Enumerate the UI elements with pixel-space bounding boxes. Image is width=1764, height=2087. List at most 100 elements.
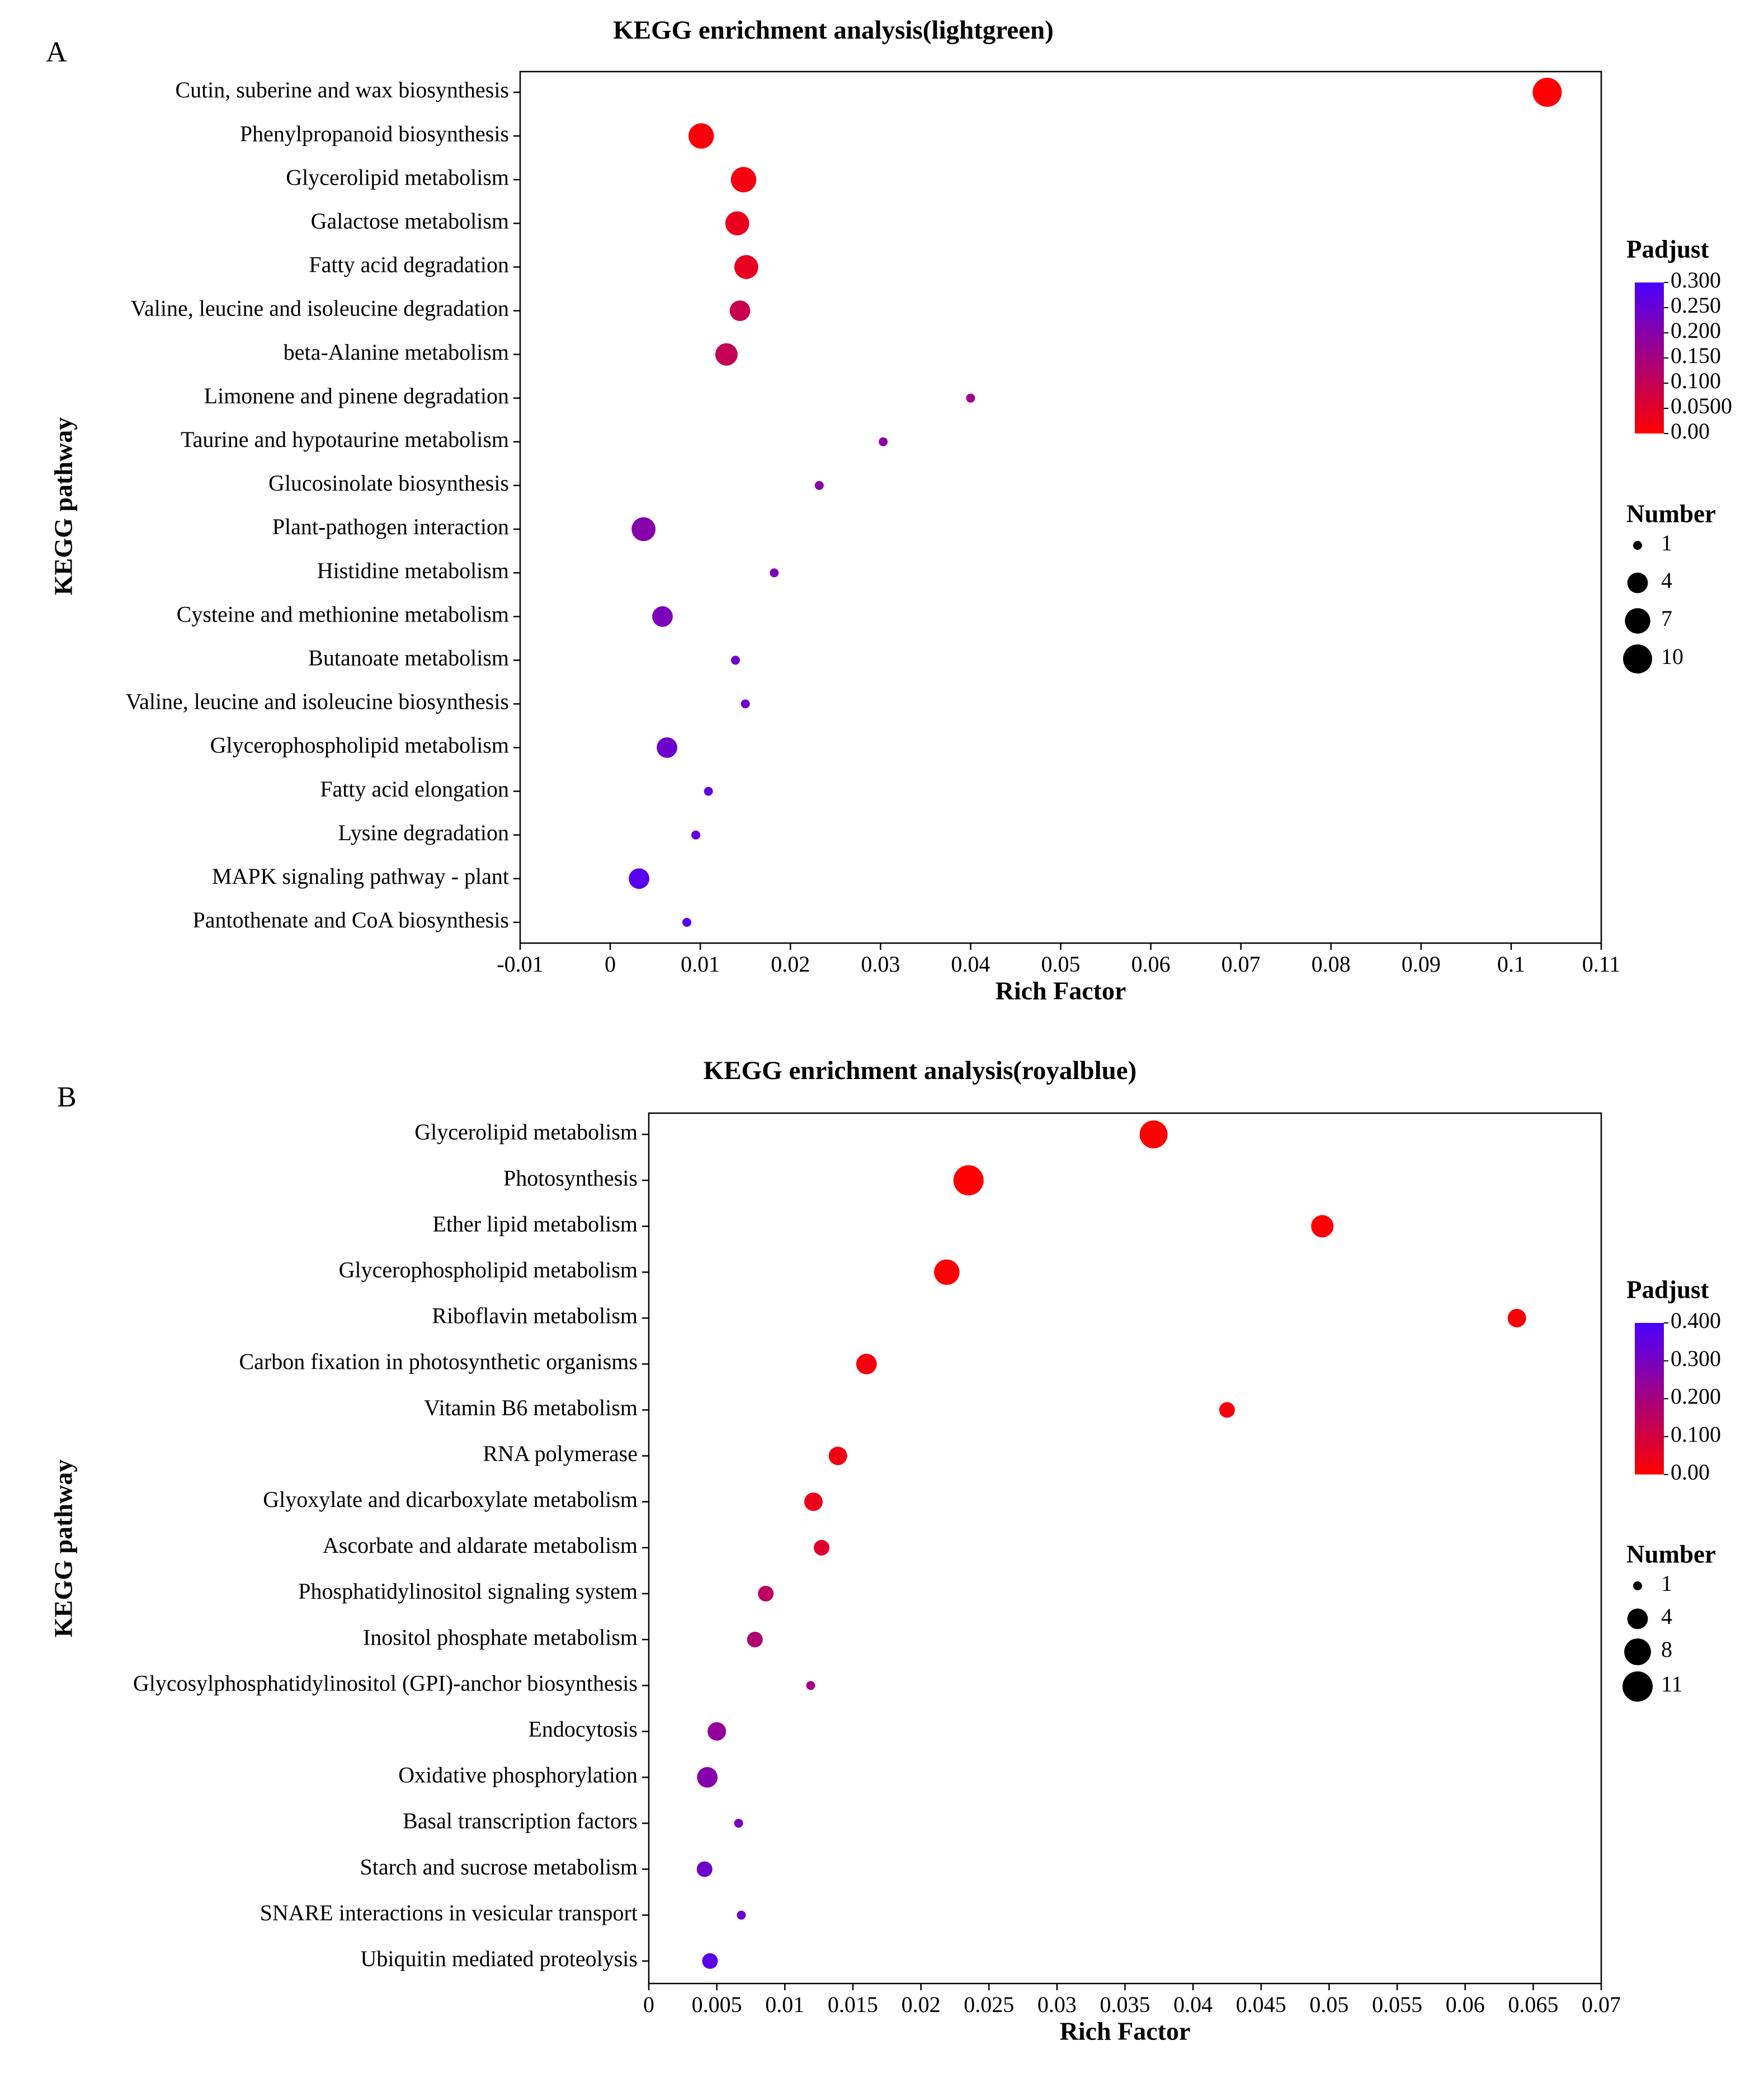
panel-a-data-point <box>814 480 824 490</box>
panel-a-ytick-label: Phenylpropanoid biosynthesis <box>240 121 509 146</box>
panel-b-size-legend-dot <box>1624 1638 1651 1665</box>
panel-b-xtick-label: 0 <box>643 1992 654 2017</box>
panel-a-ytick-label: MAPK signaling pathway - plant <box>212 864 509 889</box>
panel-b-xtick-label: 0.07 <box>1582 1992 1621 2017</box>
panel-b-colorbar-label: 0.100 <box>1671 1421 1721 1447</box>
panel-a-data-point <box>631 517 656 541</box>
panel-b-ytick-label: RNA polymerase <box>483 1441 638 1466</box>
panel-a-title: KEGG enrichment analysis(lightgreen) <box>613 16 1054 45</box>
panel-a-xtick-label: 0.05 <box>1041 951 1081 977</box>
panel-b-colorbar-label: 0.00 <box>1671 1459 1710 1485</box>
panel-a-padjust-legend-title: Padjust <box>1626 235 1709 263</box>
panel-b-plot-frame <box>648 1112 1602 1985</box>
panel-a-xtick-label: 0.1 <box>1497 951 1525 977</box>
panel-b-data-point <box>747 1632 763 1648</box>
panel-b-data-point <box>1507 1308 1526 1327</box>
panel-a-data-point <box>629 868 650 889</box>
panel-b-data-point <box>828 1447 847 1466</box>
panel-b-ytick-label: Ubiquitin mediated proteolysis <box>361 1946 638 1971</box>
panel-a-plot-frame <box>519 70 1602 944</box>
panel-b-ytick-label: Ether lipid metabolism <box>432 1211 638 1236</box>
panel-a-colorbar-label: 0.200 <box>1671 318 1721 343</box>
panel-a-size-legend-dot <box>1623 644 1652 673</box>
panel-a-data-point <box>657 737 677 758</box>
panel-b-data-point <box>953 1165 984 1196</box>
panel-a-size-legend-label: 7 <box>1661 606 1672 631</box>
panel-a-data-point <box>715 343 738 366</box>
panel-a-ytick-label: Glucosinolate biosynthesis <box>268 470 509 496</box>
panel-b-xtick-label: 0.02 <box>902 1992 941 2017</box>
panel-b-xtick-label: 0.05 <box>1309 1992 1348 2017</box>
panel-a-data-point <box>730 167 757 192</box>
panel-a-xtick-label: 0.02 <box>771 951 810 977</box>
panel-a-xtick-label: 0.09 <box>1402 951 1441 977</box>
panel-b-ytick-label: Vitamin B6 metabolism <box>424 1395 638 1420</box>
panel-b: KEGG enrichment analysis(royalblue) B Glyc… <box>49 1056 1721 2046</box>
panel-b-y-axis-title: KEGG pathway <box>49 1459 78 1637</box>
panel-a-ytick-label: beta-Alanine metabolism <box>284 340 509 365</box>
panel-a-ytick-label: Galactose metabolism <box>311 208 509 233</box>
panel-a-ytick-label: Pantothenate and CoA biosynthesis <box>192 907 509 932</box>
panel-b-data-point <box>804 1492 823 1511</box>
panel-a-size-legend-dot <box>1625 608 1650 634</box>
panel-a-ytick-label: Lysine degradation <box>338 820 509 845</box>
panel-b-size-legend-dot <box>1633 1581 1642 1590</box>
panel-b-data-point <box>856 1354 877 1374</box>
panel-b-ytick-label: Endocytosis <box>528 1716 638 1741</box>
panel-b-ytick-label: Riboflavin metabolism <box>432 1303 638 1328</box>
panel-a-ytick-label: Glycerolipid metabolism <box>286 164 509 190</box>
panel-b-size-legend-label: 8 <box>1661 1637 1672 1662</box>
panel-a-panel-letter: A <box>46 36 67 68</box>
panel-a-data-point <box>682 917 692 927</box>
panel-b-ytick-label: Basal transcription factors <box>403 1808 638 1834</box>
panel-b-data-point <box>1311 1215 1334 1238</box>
panel-a-ytick-label: Fatty acid elongation <box>320 776 509 802</box>
panel-a-data-point <box>770 568 779 578</box>
panel-a-xtick-label: 0.11 <box>1582 951 1621 977</box>
panel-b-ytick-label: Carbon fixation in photosynthetic organi… <box>239 1349 638 1374</box>
panel-a-ytick-label: Histidine metabolism <box>317 558 509 583</box>
panel-a-padjust-colorbar <box>1635 282 1664 434</box>
panel-b-data-point <box>758 1585 774 1602</box>
panel-b-xtick-label: 0.01 <box>765 1992 804 2017</box>
panel-b-data-point <box>934 1259 960 1285</box>
panel-b-data-point <box>708 1722 727 1741</box>
panel-a-ytick-label: Limonene and pinene degradation <box>204 383 509 408</box>
panel-b-size-legend-label: 4 <box>1661 1604 1672 1629</box>
panel-b-ytick-label: Phosphatidylinositol signaling system <box>298 1579 638 1604</box>
panel-a-xtick-label: -0.01 <box>497 951 543 977</box>
panel-b-data-point <box>1219 1402 1235 1418</box>
panel-b-ytick-label: Glycosylphosphatidylinositol (GPI)-ancho… <box>133 1670 638 1695</box>
panel-b-ytick-label: Glyoxylate and dicarboxylate metabolism <box>263 1487 638 1512</box>
panel-a-ytick-label: Fatty acid degradation <box>309 252 509 277</box>
panel-b-size-legend-dot <box>1622 1671 1653 1702</box>
panel-a-size-legend-label: 1 <box>1661 530 1672 555</box>
panel-b-data-point <box>1139 1120 1168 1148</box>
panel-b-xtick-label: 0.04 <box>1173 1992 1213 2017</box>
panel-b-xtick-label: 0.015 <box>828 1992 878 2017</box>
panel-b-xtick-label: 0.035 <box>1100 1992 1150 2017</box>
panel-a-y-axis-title: KEGG pathway <box>49 417 78 595</box>
panel-a-ytick-label: Valine, leucine and isoleucine biosynthe… <box>126 689 509 714</box>
panel-b-number-legend-title: Number <box>1626 1540 1716 1568</box>
panel-a-colorbar-label: 0.00 <box>1671 418 1710 444</box>
panel-a-data-point <box>966 393 975 403</box>
panel-a-xtick-label: 0.08 <box>1312 951 1351 977</box>
panel-b-ytick-label: Glycerolipid metabolism <box>414 1119 638 1144</box>
panel-b-data-point <box>702 1953 718 1969</box>
panel-a-xtick-label: 0.07 <box>1221 951 1261 977</box>
panel-a-colorbar-label: 0.100 <box>1671 368 1721 393</box>
panel-a-xtick-label: 0.03 <box>861 951 900 977</box>
panel-a-data-point <box>729 300 751 321</box>
panel-b-ytick-label: Starch and sucrose metabolism <box>360 1854 638 1879</box>
panel-a-size-legend-dot <box>1633 541 1642 550</box>
panel-a-size-legend-label: 4 <box>1661 568 1672 593</box>
panel-b-colorbar-label: 0.400 <box>1671 1308 1721 1333</box>
panel-b-ytick-label: Inositol phosphate metabolism <box>363 1624 638 1650</box>
panel-b-padjust-legend-title: Padjust <box>1626 1275 1709 1303</box>
panel-b-ytick-label: Glycerophospholipid metabolism <box>339 1257 638 1282</box>
panel-a-x-axis-title: Rich Factor <box>996 977 1126 1005</box>
panel-b-data-point <box>697 1766 718 1788</box>
panel-a-data-point <box>879 437 888 446</box>
